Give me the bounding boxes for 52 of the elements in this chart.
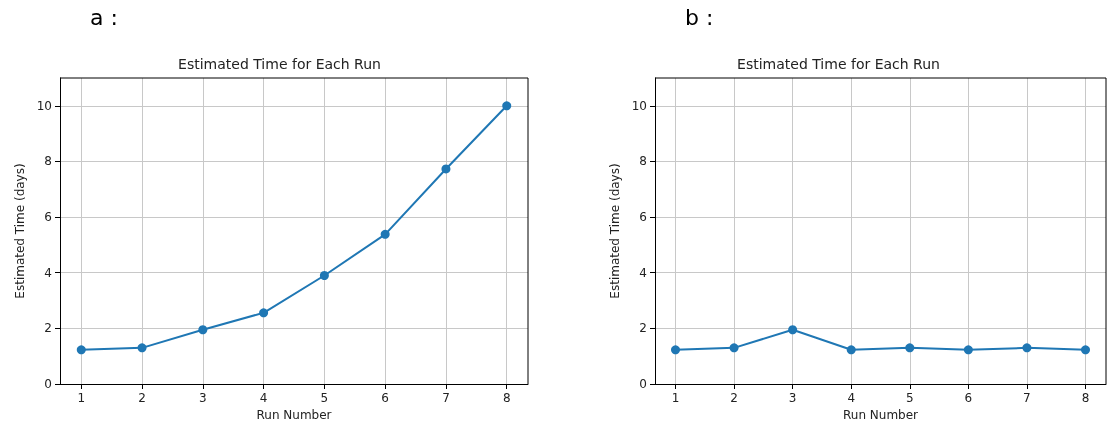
- y-tick-label: 10: [631, 98, 647, 113]
- x-tick-label: 3: [199, 391, 207, 405]
- x-tick-label: 5: [320, 391, 329, 405]
- x-tick-label: 2: [730, 391, 738, 405]
- x-axis-title: Run Number: [256, 407, 332, 422]
- y-tick-label: 4: [639, 265, 647, 280]
- y-tick-label: 6: [639, 210, 647, 225]
- y-tick-label: 4: [44, 265, 52, 280]
- y-tick-label: 0: [44, 377, 52, 391]
- point: [1081, 345, 1090, 355]
- y-tick-label: 0: [639, 377, 647, 391]
- y-tick-label: 8: [44, 154, 52, 169]
- x-tick-label: 1: [77, 391, 86, 405]
- x-tick-label: 6: [381, 391, 389, 405]
- y-axis-title: Estimated Time (days): [12, 163, 27, 299]
- x-axis-title: Run Number: [842, 407, 919, 422]
- x-tick-label: 7: [1023, 391, 1031, 405]
- x-tick-label: 3: [788, 391, 797, 405]
- point: [788, 325, 798, 335]
- chart-title: Estimated Time for Each Run: [737, 56, 940, 72]
- point: [441, 164, 451, 174]
- chart-title: Estimated Time for Each Run: [178, 56, 381, 72]
- x-tick-label: 1: [671, 391, 680, 405]
- point: [1022, 343, 1032, 353]
- point: [259, 308, 269, 318]
- y-tick-label: 10: [36, 98, 52, 113]
- x-tick-label: 5: [905, 391, 914, 405]
- text: a :: [90, 4, 118, 30]
- text: b :: [685, 4, 714, 30]
- point: [380, 229, 390, 239]
- x-tick-label: 6: [964, 391, 973, 405]
- x-tick-label: 4: [259, 391, 268, 405]
- point: [729, 343, 739, 353]
- y-tick-label: 2: [44, 321, 52, 336]
- point: [905, 343, 915, 353]
- point: [963, 345, 973, 355]
- point: [76, 345, 86, 355]
- y-tick-label: 8: [639, 154, 647, 169]
- x-tick-label: 7: [442, 391, 450, 405]
- x-tick-label: 8: [1081, 391, 1090, 405]
- point: [502, 101, 512, 111]
- y-axis-title: Estimated Time (days): [607, 163, 622, 299]
- point: [319, 271, 329, 281]
- point: [137, 343, 147, 353]
- point: [671, 345, 680, 355]
- point: [198, 325, 208, 335]
- y-tick-label: 6: [44, 210, 52, 225]
- point: [846, 345, 856, 355]
- x-tick-label: 8: [502, 391, 511, 405]
- x-tick-label: 4: [847, 391, 856, 405]
- y-tick-label: 2: [639, 321, 647, 336]
- x-tick-label: 2: [138, 391, 146, 405]
